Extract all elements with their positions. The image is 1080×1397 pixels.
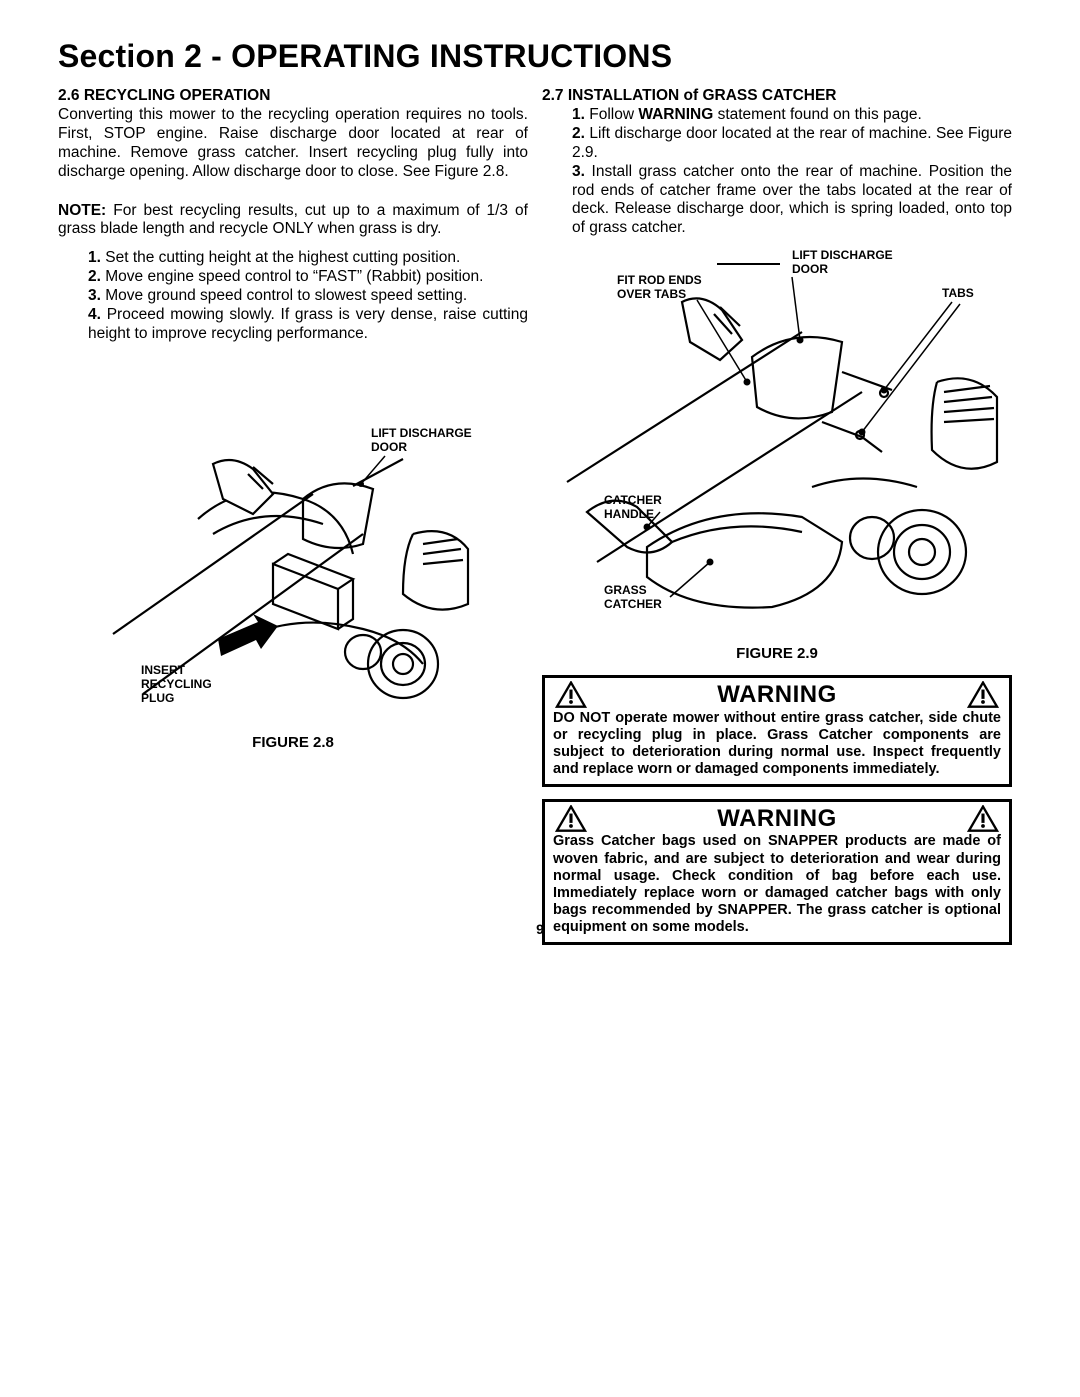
warning-title-2: WARNING xyxy=(717,804,837,833)
warning-triangle-icon xyxy=(555,681,587,709)
warning-triangle-icon xyxy=(967,805,999,833)
warning-header-2: WARNING xyxy=(551,804,1003,833)
section-title: Section 2 - OPERATING INSTRUCTIONS xyxy=(58,38,1022,75)
two-column-layout: 2.6 RECYCLING OPERATION Converting this … xyxy=(58,87,1022,945)
subheading-2-7: 2.7 INSTALLATION of GRASS CATCHER xyxy=(542,87,1012,106)
fig29-callout-discharge-b: DOOR xyxy=(792,262,828,276)
warning-title-1: WARNING xyxy=(717,680,837,709)
fig29-callout-rodends-b: OVER TABS xyxy=(617,287,686,301)
figure-2-9-svg: LIFT DISCHARGE DOOR FIT ROD ENDS OVER TA… xyxy=(542,242,1012,637)
warning-text-1: DO NOT operate mower without entire gras… xyxy=(551,710,1003,778)
fig28-callout-plug-a: INSERT xyxy=(141,663,186,677)
figure-2-8-caption: FIGURE 2.8 xyxy=(58,734,528,752)
warning-triangle-icon xyxy=(555,805,587,833)
fig29-callout-handle-b: HANDLE xyxy=(604,507,654,521)
fig29-callout-catcher-a: GRASS xyxy=(604,583,647,597)
fig29-callout-handle-a: CATCHER xyxy=(604,493,662,507)
right-steps: 1. Follow WARNING statement found on thi… xyxy=(542,106,1012,238)
fig29-callout-tabs: TABS xyxy=(942,286,974,300)
warning-box-1: WARNING DO NOT operate mower without ent… xyxy=(542,675,1012,787)
figure-2-8-svg: LIFT DISCHARGE DOOR INSERT RECYCLING PLU… xyxy=(103,404,483,724)
warning-header-1: WARNING xyxy=(551,680,1003,709)
fig28-callout-plug-b: RECYCLING xyxy=(141,677,212,691)
subheading-2-6: 2.6 RECYCLING OPERATION xyxy=(58,87,528,106)
left-steps: 1. Set the cutting height at the highest… xyxy=(58,249,528,344)
figure-2-8: LIFT DISCHARGE DOOR INSERT RECYCLING PLU… xyxy=(58,404,528,752)
left-step-1: 1. Set the cutting height at the highest… xyxy=(88,249,528,268)
page-number: 9 xyxy=(0,921,1080,937)
fig28-callout-plug-c: PLUG xyxy=(141,691,174,705)
note-text: For best recycling results, cut up to a … xyxy=(58,202,528,238)
left-column: 2.6 RECYCLING OPERATION Converting this … xyxy=(58,87,528,945)
right-step-3: 3. Install grass catcher onto the rear o… xyxy=(572,163,1012,239)
para-recycling: Converting this mower to the recycling o… xyxy=(58,106,528,182)
fig28-callout-discharge-b: DOOR xyxy=(371,440,407,454)
fig28-callout-discharge-a: LIFT DISCHARGE xyxy=(371,426,472,440)
note-block: NOTE: For best recycling results, cut up… xyxy=(58,202,528,240)
figure-2-9: LIFT DISCHARGE DOOR FIT ROD ENDS OVER TA… xyxy=(542,242,1012,663)
figure-2-9-caption: FIGURE 2.9 xyxy=(542,645,1012,663)
fig29-callout-catcher-b: CATCHER xyxy=(604,597,662,611)
fig29-callout-rodends-a: FIT ROD ENDS xyxy=(617,273,702,287)
fig29-callout-discharge-a: LIFT DISCHARGE xyxy=(792,248,893,262)
warning-triangle-icon xyxy=(967,681,999,709)
left-step-3: 3. Move ground speed control to slowest … xyxy=(88,287,528,306)
right-column: 2.7 INSTALLATION of GRASS CATCHER 1. Fol… xyxy=(542,87,1012,945)
right-step-1: 1. Follow WARNING statement found on thi… xyxy=(572,106,1012,125)
right-step-2: 2. Lift discharge door located at the re… xyxy=(572,125,1012,163)
manual-page: Section 2 - OPERATING INSTRUCTIONS 2.6 R… xyxy=(0,0,1080,965)
left-step-2: 2. Move engine speed control to “FAST” (… xyxy=(88,268,528,287)
left-step-4: 4. Proceed mowing slowly. If grass is ve… xyxy=(88,306,528,344)
note-label: NOTE: xyxy=(58,202,106,219)
